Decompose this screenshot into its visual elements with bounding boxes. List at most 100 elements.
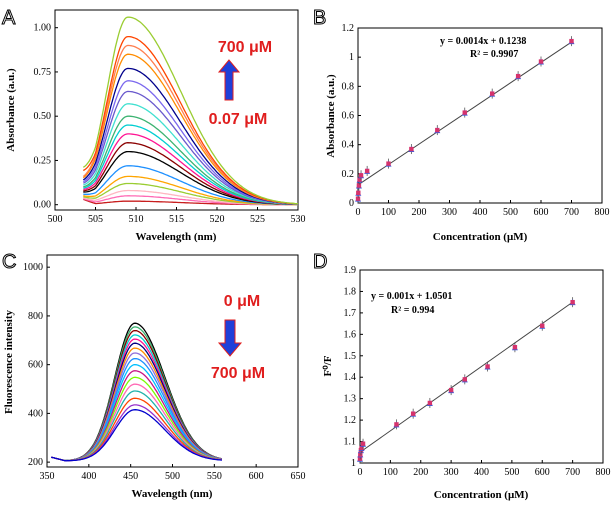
x-tick-label-b: 200: [412, 207, 427, 218]
data-point-square-b: [358, 173, 364, 178]
spectrum-line-a: [82, 16, 299, 205]
y-axis-label-b: Absorbance (a.u.): [325, 74, 337, 158]
x-tick-label-b: 400: [473, 207, 488, 218]
panel-label-d: D: [313, 251, 327, 273]
y-tick-label-c: 800: [28, 311, 43, 322]
data-point-square-d: [512, 345, 518, 350]
x-tick-label-d: 300: [444, 467, 459, 478]
x-tick-label-b: 300: [442, 207, 457, 218]
x-tick-label-d: 700: [565, 467, 580, 478]
y-tick-label-d: 1.5: [344, 351, 357, 362]
y-tick-label-a: 0.50: [34, 111, 52, 122]
r-squared-d: R² = 0.994: [391, 305, 434, 316]
data-point-square-d: [485, 364, 490, 369]
data-point-square-b: [490, 91, 495, 96]
x-tick-label-b: 800: [595, 207, 610, 218]
panel-d: D 0 100 200 300 400 500 600 700 800 1 1.1 1.2 1.3 1.4…: [313, 251, 611, 502]
y-tick-label-b: 1: [349, 52, 354, 63]
x-tick-label-d: 500: [504, 467, 519, 478]
panel-label-a: A: [2, 7, 16, 29]
spectrum-line-a: [83, 142, 299, 206]
x-tick-label-c: 350: [40, 471, 55, 482]
plot-area-c: 350 400 450 500 550 600 650 200 400 600 800 1000: [23, 262, 306, 482]
spectrum-line-c: [51, 338, 222, 462]
data-point-square-b: [356, 183, 362, 188]
data-point-square-b: [569, 38, 574, 44]
y-axis-label-d: F⁰/F: [322, 355, 334, 376]
panel-label-c: C: [2, 251, 16, 273]
y-tick-label-d: 1.1: [344, 437, 357, 448]
data-point-square-b: [409, 146, 414, 152]
y-tick-label-a: 0.25: [34, 155, 52, 166]
data-point-square-d: [448, 387, 454, 393]
spectrum-line-a: [83, 150, 298, 206]
x-tick-label-c: 650: [291, 471, 306, 482]
panel-b: B 0 100 200 300 400 500 600 700 800 0 0.2 0.4 0.6 0.8…: [313, 7, 610, 244]
data-point-square-d: [540, 323, 545, 328]
data-point-square-b: [355, 196, 361, 201]
x-tick-label-a: 525: [250, 214, 265, 225]
x-tick-label-c: 450: [123, 471, 138, 482]
data-point-square-d: [427, 400, 433, 406]
y-tick-label-b: 1.2: [342, 23, 355, 34]
spectrum-line-a: [82, 35, 299, 205]
x-tick-label-d: 200: [413, 467, 428, 478]
data-point-square-d: [358, 452, 363, 457]
annotation-top-a: 700 μM: [218, 39, 272, 56]
y-axis-label-a: Absorbance (a.u.): [5, 68, 17, 152]
x-tick-label-c: 400: [81, 471, 96, 482]
fit-equation-d: y = 0.001x + 1.0501: [371, 291, 452, 302]
y-tick-label-d: 1.9: [344, 265, 357, 276]
data-point-square-d: [359, 445, 364, 451]
x-tick-label-a: 520: [210, 214, 225, 225]
panel-c: C 350 400 450 500 550 600 6502004006008001000 …: [2, 251, 306, 501]
x-tick-label-b: 0: [356, 207, 361, 218]
plot-area-a: 500 505 510 515 520 525 530 0.00 0.25 0.50 0.75 1.0…: [34, 16, 306, 225]
x-tick-label-d: 400: [474, 467, 489, 478]
data-point-square-d: [394, 422, 399, 427]
x-tick-label-c: 500: [165, 471, 180, 482]
y-tick-label-b: 0: [349, 198, 354, 209]
data-point-square-b: [357, 177, 362, 182]
x-tick-label-d: 800: [596, 467, 611, 478]
spectrum-line-c: [51, 326, 222, 462]
r-squared-b: R² = 0.9907: [470, 49, 518, 60]
x-axis-label-a: Wavelength (nm): [136, 231, 217, 243]
spectrum-line-c: [51, 329, 223, 462]
y-tick-label-b: 0.2: [342, 169, 355, 180]
x-tick-label-a: 505: [88, 214, 103, 225]
y-tick-label-a: 0.75: [34, 67, 52, 78]
data-point-square-d: [462, 377, 467, 382]
annotation-bottom-a: 0.07 μM: [209, 111, 268, 128]
x-tick-label-c: 600: [249, 471, 264, 482]
x-tick-label-d: 0: [358, 467, 363, 478]
y-tick-label-d: 1.3: [344, 394, 357, 405]
x-tick-label-d: 100: [383, 467, 398, 478]
data-point-square-b: [364, 168, 370, 174]
y-tick-label-a: 0.00: [34, 200, 52, 211]
y-tick-label-d: 1.8: [344, 286, 357, 297]
x-axis-label-d: Concentration (μM): [434, 489, 529, 501]
x-tick-label-a: 515: [169, 214, 184, 225]
arrow-up-icon: [217, 59, 241, 101]
spectrum-line-a: [82, 67, 299, 205]
arrow-down-icon: [217, 319, 243, 357]
data-point-square-b: [538, 59, 544, 64]
y-tick-label-b: 0.4: [342, 140, 355, 151]
x-tick-label-c: 550: [207, 471, 222, 482]
y-axis-label-c: Fluorescence intensity: [3, 310, 15, 414]
data-point-square-d: [570, 299, 575, 305]
y-tick-label-d: 1.4: [344, 372, 357, 383]
panel-label-b: B: [313, 7, 326, 29]
panel-a: A 500 505 510 515 520 525 530 0.00 0.25 0.50 0.75 1…: [2, 7, 306, 244]
annotation-top-c: 0 μM: [224, 293, 260, 310]
x-tick-label-b: 700: [564, 207, 579, 218]
spectrum-line-c: [51, 409, 222, 462]
y-tick-label-d: 1.6: [344, 329, 357, 340]
y-tick-label-d: 1: [351, 458, 356, 469]
x-tick-label-b: 500: [503, 207, 518, 218]
y-tick-label-b: 0.8: [342, 81, 355, 92]
plot-area-d: 0 100 200 300 400 500 600 700 800 1 1.1 1.2 1.3 1.4 1.…: [344, 265, 611, 478]
y-tick-label-a: 1.00: [34, 23, 52, 34]
